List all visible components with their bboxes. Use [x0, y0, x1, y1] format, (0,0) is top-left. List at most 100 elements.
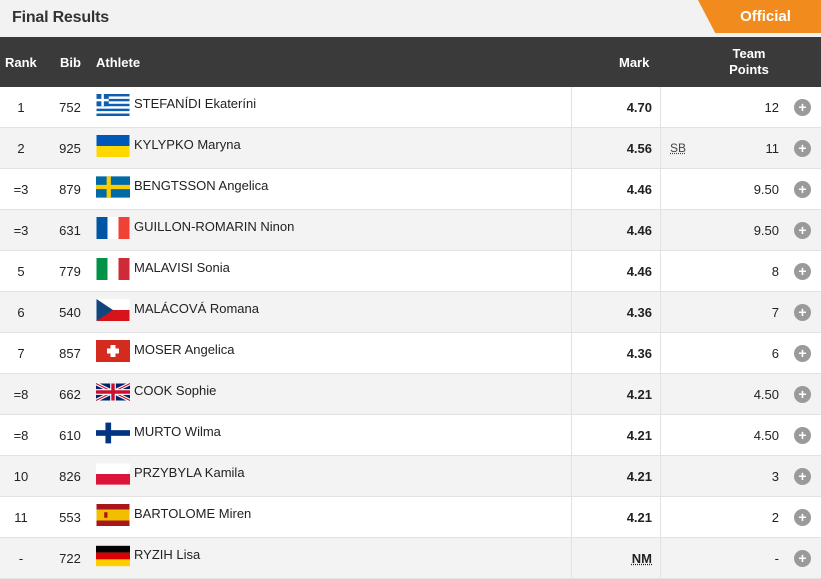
column-header-athlete[interactable]: Athlete — [96, 55, 140, 70]
italy-flag-icon — [96, 258, 130, 280]
plus-circle-icon[interactable]: + — [794, 222, 811, 239]
record-note[interactable]: SB — [670, 128, 686, 168]
team-points-cell: 6 — [700, 333, 779, 373]
page-title: Final Results — [12, 9, 109, 27]
plus-circle-icon[interactable]: + — [794, 468, 811, 485]
table-row[interactable]: =8 662 COOK Sophie 4.21 4.50 + — [0, 374, 821, 415]
athlete-name-link[interactable]: STEFANÍDI Ekateríni — [134, 83, 256, 123]
table-row[interactable]: 7 857 MOSER Angelica 4.36 6 + — [0, 333, 821, 374]
plus-circle-icon[interactable]: + — [794, 427, 811, 444]
athlete-name-link[interactable]: BARTOLOME Miren — [134, 493, 251, 533]
team-points-cell: 3 — [700, 456, 779, 496]
greece-flag-icon — [96, 94, 130, 116]
czechia-flag-icon — [96, 299, 130, 321]
mark-cell: 4.70 — [571, 87, 661, 127]
finland-flag-icon — [96, 422, 130, 444]
column-header-rank[interactable]: Rank — [5, 55, 37, 70]
rank-cell: 6 — [0, 292, 42, 332]
plus-circle-icon[interactable]: + — [794, 386, 811, 403]
great-britain-flag-icon — [96, 381, 130, 403]
athlete-name-link[interactable]: RYZIH Lisa — [134, 534, 200, 574]
bib-cell: 722 — [50, 538, 90, 578]
plus-circle-icon[interactable]: + — [794, 99, 811, 116]
athlete-name-link[interactable]: PRZYBYLA Kamila — [134, 452, 245, 492]
bib-cell: 540 — [50, 292, 90, 332]
table-header: Rank Bib Athlete Mark Team Points — [0, 37, 821, 87]
rank-cell: 11 — [0, 497, 42, 537]
athlete-name-link[interactable]: COOK Sophie — [134, 370, 216, 410]
rank-cell: 7 — [0, 333, 42, 373]
bib-cell: 610 — [50, 415, 90, 455]
rank-cell: - — [0, 538, 42, 578]
rank-cell: 2 — [0, 128, 42, 168]
mark-cell: 4.21 — [571, 374, 661, 414]
team-points-label-line2: Points — [729, 62, 769, 77]
team-points-cell: - — [700, 538, 779, 578]
mark-cell: 4.46 — [571, 169, 661, 209]
bib-cell: 662 — [50, 374, 90, 414]
bib-cell: 879 — [50, 169, 90, 209]
plus-circle-icon[interactable]: + — [794, 263, 811, 280]
table-row[interactable]: 2 925 KYLYPKO Maryna 4.56 SB 11 + — [0, 128, 821, 169]
table-row[interactable]: =3 879 BENGTSSON Angelica 4.46 9.50 + — [0, 169, 821, 210]
athlete-name-link[interactable]: MALÁCOVÁ Romana — [134, 288, 259, 328]
germany-flag-icon — [96, 545, 130, 567]
spain-flag-icon — [96, 504, 130, 526]
mark-cell: 4.36 — [571, 292, 661, 332]
column-header-mark[interactable]: Mark — [619, 55, 649, 70]
results-header-bar: Final Results Official — [0, 0, 821, 37]
team-points-cell: 11 — [700, 128, 779, 168]
team-points-cell: 8 — [700, 251, 779, 291]
rank-cell: 1 — [0, 87, 42, 127]
table-row[interactable]: -722 RYZIH Lisa NM - + — [0, 538, 821, 579]
france-flag-icon — [96, 217, 130, 239]
athlete-name-link[interactable]: MURTO Wilma — [134, 411, 221, 451]
plus-circle-icon[interactable]: + — [794, 304, 811, 321]
column-header-bib[interactable]: Bib — [60, 55, 81, 70]
column-header-team-points[interactable]: Team Points — [719, 46, 779, 78]
rank-cell: =3 — [0, 169, 42, 209]
rank-cell: =8 — [0, 374, 42, 414]
table-row[interactable]: =8 610 MURTO Wilma 4.21 4.50 + — [0, 415, 821, 456]
plus-circle-icon[interactable]: + — [794, 140, 811, 157]
switzerland-flag-icon — [96, 340, 130, 362]
table-row[interactable]: =3 631 GUILLON-ROMARIN Ninon 4.46 9.50 + — [0, 210, 821, 251]
plus-circle-icon[interactable]: + — [794, 345, 811, 362]
mark-cell: 4.46 — [571, 251, 661, 291]
table-row[interactable]: 11 553 BARTOLOME Miren 4.21 2 + — [0, 497, 821, 538]
plus-circle-icon[interactable]: + — [794, 550, 811, 567]
results-table-body: 1 752 STEFANÍDI Ekateríni 4.70 12 +2 925 KYLYPK… — [0, 87, 821, 579]
team-points-cell: 4.50 — [700, 415, 779, 455]
poland-flag-icon — [96, 463, 130, 485]
table-row[interactable]: 1 752 STEFANÍDI Ekateríni 4.70 12 + — [0, 87, 821, 128]
table-row[interactable]: 10 826 PRZYBYLA Kamila 4.21 3 + — [0, 456, 821, 497]
team-points-cell: 9.50 — [700, 210, 779, 250]
team-points-cell: 9.50 — [700, 169, 779, 209]
ukraine-flag-icon — [96, 135, 130, 157]
mark-cell: 4.21 — [571, 456, 661, 496]
athlete-name-link[interactable]: BENGTSSON Angelica — [134, 165, 268, 205]
athlete-name-link[interactable]: GUILLON-ROMARIN Ninon — [134, 206, 294, 246]
rank-cell: =8 — [0, 415, 42, 455]
table-row[interactable]: 6 540 MALÁCOVÁ Romana 4.36 7 + — [0, 292, 821, 333]
team-points-cell: 7 — [700, 292, 779, 332]
team-points-cell: 2 — [700, 497, 779, 537]
mark-cell: NM — [571, 538, 661, 578]
team-points-cell: 12 — [700, 87, 779, 127]
athlete-name-link[interactable]: MOSER Angelica — [134, 329, 234, 369]
athlete-name-link[interactable]: KYLYPKO Maryna — [134, 124, 241, 164]
athlete-name-link[interactable]: MALAVISI Sonia — [134, 247, 230, 287]
mark-cell: 4.21 — [571, 497, 661, 537]
plus-circle-icon[interactable]: + — [794, 509, 811, 526]
bib-cell: 553 — [50, 497, 90, 537]
mark-cell: 4.46 — [571, 210, 661, 250]
mark-cell: 4.36 — [571, 333, 661, 373]
mark-cell: 4.21 — [571, 415, 661, 455]
team-points-label-line1: Team — [733, 46, 766, 61]
table-row[interactable]: 5 779 MALAVISI Sonia 4.46 8 + — [0, 251, 821, 292]
sweden-flag-icon — [96, 176, 130, 198]
rank-cell: =3 — [0, 210, 42, 250]
plus-circle-icon[interactable]: + — [794, 181, 811, 198]
mark-cell: 4.56 — [571, 128, 661, 168]
bib-cell: 752 — [50, 87, 90, 127]
